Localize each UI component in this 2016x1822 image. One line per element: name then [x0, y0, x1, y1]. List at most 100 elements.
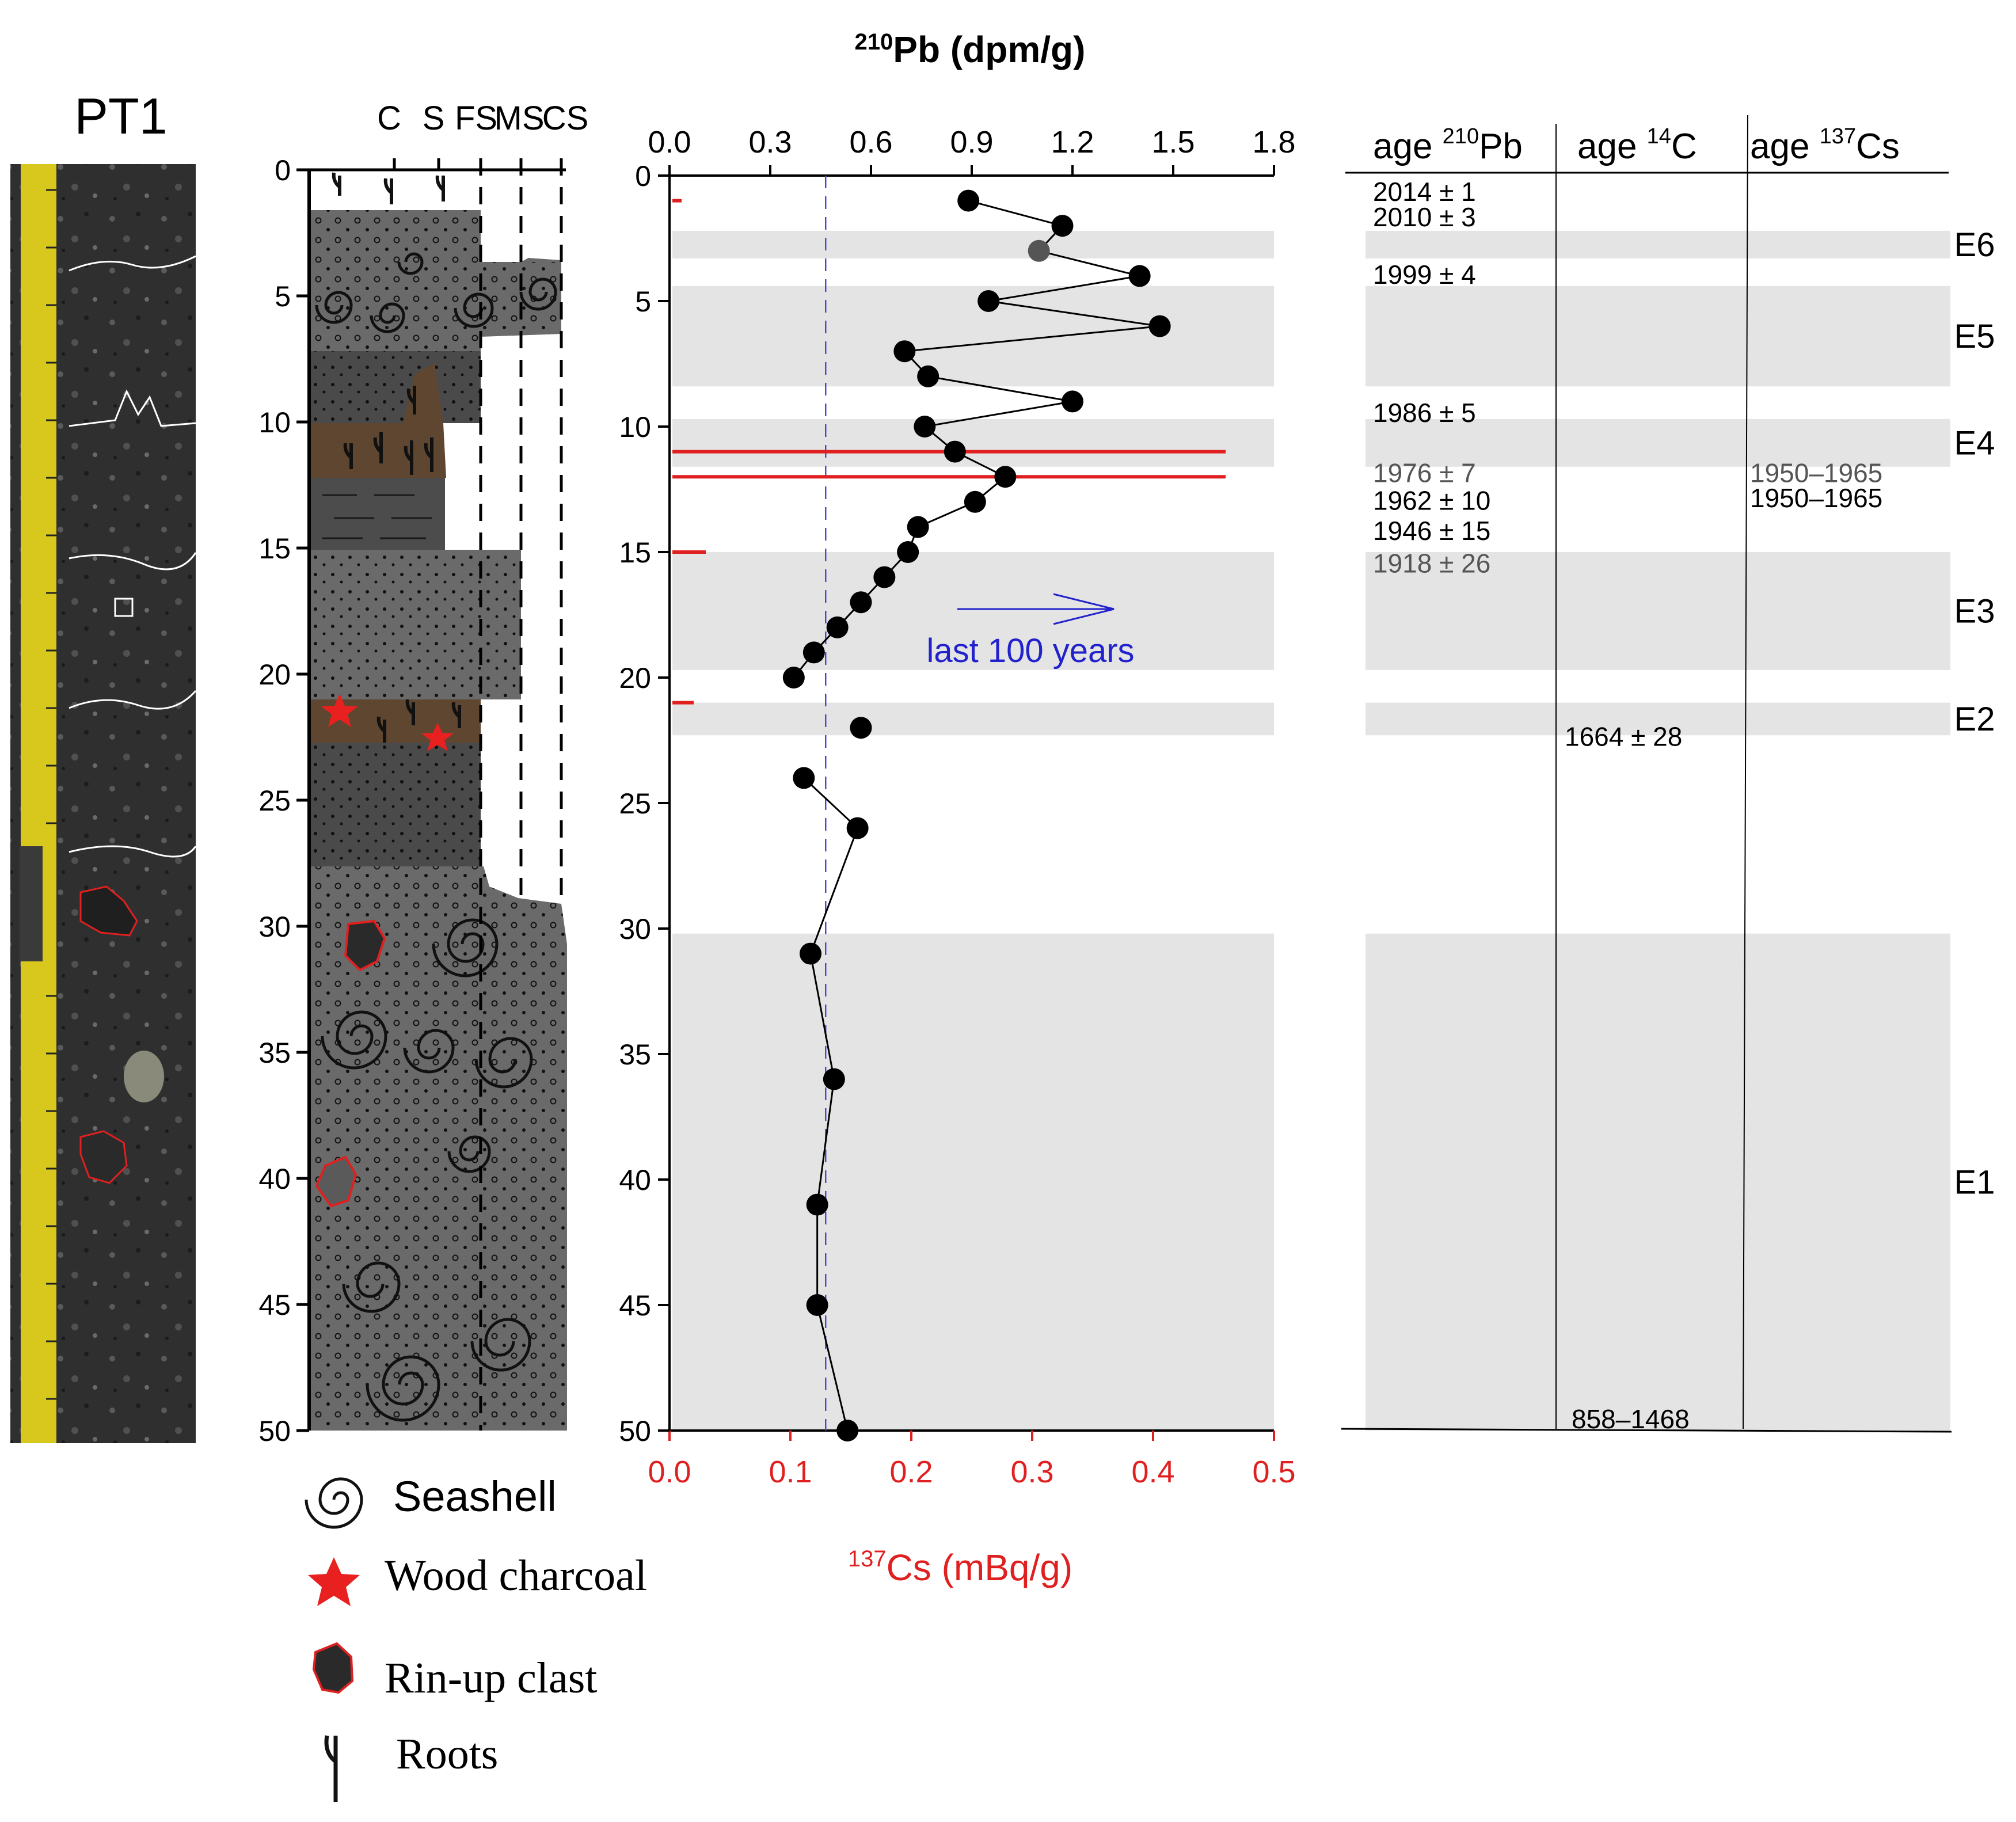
- header-age-pb-pre: age: [1373, 127, 1443, 166]
- pb-point-2-2: [800, 942, 821, 965]
- top-tick-label-4: 1.2: [1051, 125, 1094, 159]
- legend: Seashell Wood charcoal Rin-up clast Root…: [305, 1473, 647, 1802]
- legend-label-roots: Roots: [396, 1730, 498, 1778]
- lith-depth-15: 15: [258, 532, 291, 565]
- pb-point-0-3: [1128, 265, 1151, 287]
- roots-symbols: [332, 172, 461, 743]
- lithology-depth-labels: 0 5 10 15 20 25 30 35 40 45 50: [258, 154, 291, 1447]
- legend-label-wood-charcoal: Wood charcoal: [385, 1551, 647, 1600]
- pb-age-1: 2010 ± 3: [1373, 202, 1476, 232]
- pb-point-2-5: [806, 1294, 828, 1316]
- age-band-e2: [1365, 702, 1950, 736]
- lithology-column: 0 5 10 15 20 25 30 35 40 45 50 C S FS MS…: [258, 100, 588, 1447]
- arrow-head-icon: [1053, 593, 1114, 625]
- pb-point-0-0: [957, 189, 980, 212]
- bottom-tick-label-4: 0.4: [1131, 1455, 1174, 1489]
- header-age-c14-post: C: [1671, 127, 1697, 166]
- grain-label-s: S: [423, 100, 445, 137]
- top-tick-label-1: 0.3: [748, 125, 792, 159]
- header-age-cs-post: Cs: [1856, 127, 1900, 166]
- cs-axis-title-rest: Cs (mBq/g): [887, 1547, 1073, 1588]
- last-100-years-annotation: last 100 years: [926, 593, 1135, 670]
- star-icon: [308, 1557, 360, 1606]
- seashell-icon: [305, 1477, 363, 1529]
- chart: 210Pb (dpm/g) 0.0 0.3 0.6 0.9 1.2 1.5 1.80.0 0.…: [619, 29, 1295, 1588]
- top-tick-label-6: 1.8: [1252, 125, 1295, 159]
- charcoal-star-2: [421, 722, 454, 751]
- age-band-e1: [1365, 933, 1950, 1431]
- pb-point-2-6: [836, 1420, 859, 1441]
- top-tick-label-2: 0.6: [849, 125, 892, 159]
- depth-tick-label-1: 5: [635, 286, 651, 318]
- pb-point-2-4: [806, 1193, 828, 1216]
- age-band-e4: [1365, 419, 1950, 467]
- pb-point-0-18: [802, 641, 825, 664]
- clast-icon: [312, 1642, 354, 1694]
- lith-depth-0: 0: [275, 154, 291, 187]
- tape-ticks: [46, 189, 56, 1400]
- pb-point-0-12: [964, 490, 986, 513]
- depth-tick-label-10: 50: [619, 1415, 651, 1447]
- event-band-e6: [672, 230, 1274, 258]
- event-band-e4: [672, 419, 1274, 467]
- lith-depth-25: 25: [258, 785, 291, 817]
- age-table-lines: [1341, 115, 1952, 1433]
- pb-point-0-14: [897, 541, 919, 563]
- measuring-tape: [21, 164, 56, 1443]
- legend-label-seashell: Seashell: [393, 1473, 557, 1520]
- pb-age-4: 1976 ± 7: [1373, 458, 1476, 488]
- pb-point-0-17: [826, 616, 849, 638]
- core-clast-upper: [79, 885, 138, 937]
- cs-age-0: 1950–1965: [1750, 458, 1882, 488]
- clast-symbol-1: [344, 919, 386, 972]
- charcoal-star-1: [321, 694, 358, 727]
- core-photo: PT1: [10, 88, 197, 1443]
- age-band-e3: [1365, 552, 1950, 670]
- core-pale-patch: [124, 1051, 164, 1102]
- depth-tick-label-4: 20: [619, 662, 651, 694]
- event-label-e1: E1: [1954, 1163, 1995, 1201]
- pb-point-0-1: [1051, 215, 1074, 237]
- event-band-e5: [672, 286, 1274, 387]
- pb-point-0-7: [917, 365, 939, 387]
- pb-point-0-15: [873, 566, 896, 588]
- age-event-bands: [1365, 230, 1950, 1431]
- bottom-axis-title: 137Cs (mBq/g): [848, 1546, 1072, 1588]
- lith-depth-35: 35: [258, 1037, 291, 1069]
- top-axis-title: 210Pb (dpm/g): [855, 29, 1086, 70]
- depth-tick-label-9: 45: [619, 1290, 651, 1322]
- pb-point-0-9: [914, 416, 936, 438]
- event-label-e2: E2: [1954, 701, 1995, 738]
- event-label-e4: E4: [1954, 424, 1995, 462]
- c14-age-0: 1664 ± 28: [1565, 721, 1682, 751]
- lith-depth-10: 10: [258, 406, 291, 439]
- lith-depth-20: 20: [258, 659, 291, 691]
- pb-age-2: 1999 ± 4: [1373, 260, 1476, 290]
- pb-age-3: 1986 ± 5: [1373, 398, 1476, 428]
- cs-age-1: 1950–1965: [1750, 483, 1882, 513]
- core-label: PT1: [74, 88, 167, 144]
- pb-point-0-4: [977, 290, 1000, 312]
- pb-age-5: 1962 ± 10: [1373, 485, 1490, 515]
- pb-point-0-10: [944, 440, 966, 463]
- grain-size-labels: C S FS MS CS: [377, 100, 588, 137]
- pb-age-0: 2014 ± 1: [1373, 177, 1476, 207]
- pb-point-0-11: [994, 466, 1017, 488]
- event-band-e3: [672, 552, 1274, 670]
- lith-depth-30: 30: [258, 911, 291, 943]
- core-unit-boundaries: [69, 255, 197, 858]
- header-age-cs-sup: 137: [1820, 124, 1856, 149]
- lith-depth-5: 5: [275, 280, 291, 313]
- depth-tick-label-2: 10: [619, 411, 651, 443]
- depth-tick-label-5: 25: [619, 788, 651, 820]
- grain-label-cs: CS: [542, 100, 589, 137]
- core-clast-lower: [79, 1130, 128, 1184]
- event-band-e2: [672, 702, 1274, 736]
- header-age-c14-pre: age: [1577, 127, 1647, 166]
- depth-tick-label-0: 0: [635, 160, 651, 192]
- event-band-e1: [672, 933, 1274, 1431]
- bottom-tick-label-5: 0.5: [1252, 1455, 1295, 1489]
- ages-table: age 210Pb age 14C age 137Cs 2014 ± 12010…: [1341, 115, 1995, 1434]
- event-label-e5: E5: [1954, 318, 1995, 355]
- lith-depth-50: 50: [258, 1415, 291, 1447]
